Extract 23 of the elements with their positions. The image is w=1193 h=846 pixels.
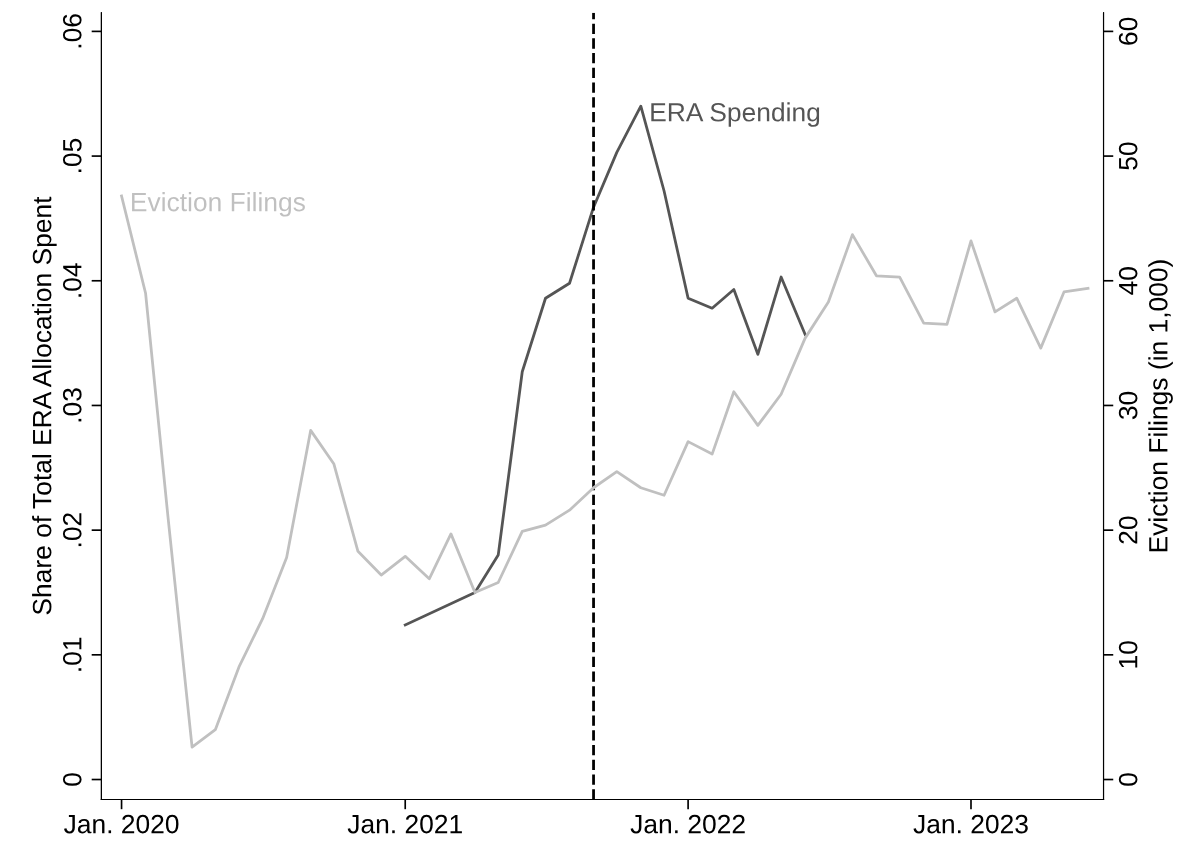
x-tick-label: Jan. 2022	[630, 814, 745, 834]
line-series	[120, 194, 1090, 749]
y-tick-label: .06	[62, 14, 82, 48]
series-label: Eviction Filings	[132, 192, 305, 217]
y2-tick-label: 10	[1118, 641, 1138, 668]
y-tick-label: .05	[62, 138, 82, 173]
y-tick-label: .01	[62, 637, 82, 671]
y2-tick-label: 40	[1118, 267, 1138, 295]
x-tick-label: Jan. 2023	[913, 814, 1028, 834]
y-tick-label: 0	[62, 773, 82, 786]
y-tick-label: .04	[62, 263, 82, 297]
y-tick-label: .02	[62, 513, 82, 547]
y-axis-title: Share of Total ERA Allocation Spent	[32, 196, 57, 615]
y2-tick-label: 30	[1118, 391, 1138, 420]
y2-tick-label: 0	[1118, 773, 1138, 786]
x-tick-label: Jan. 2020	[64, 814, 179, 834]
series-label: ERA Spending	[651, 102, 820, 127]
y2-tick-label: 60	[1118, 17, 1138, 45]
y-tick-label: .03	[62, 388, 82, 422]
y2-tick-label: 20	[1118, 516, 1138, 544]
x-tick-label: Jan. 2021	[347, 814, 462, 834]
y2-axis-title: Eviction Filings (in 1,000)	[1148, 260, 1173, 552]
y2-tick-label: 50	[1118, 142, 1138, 170]
